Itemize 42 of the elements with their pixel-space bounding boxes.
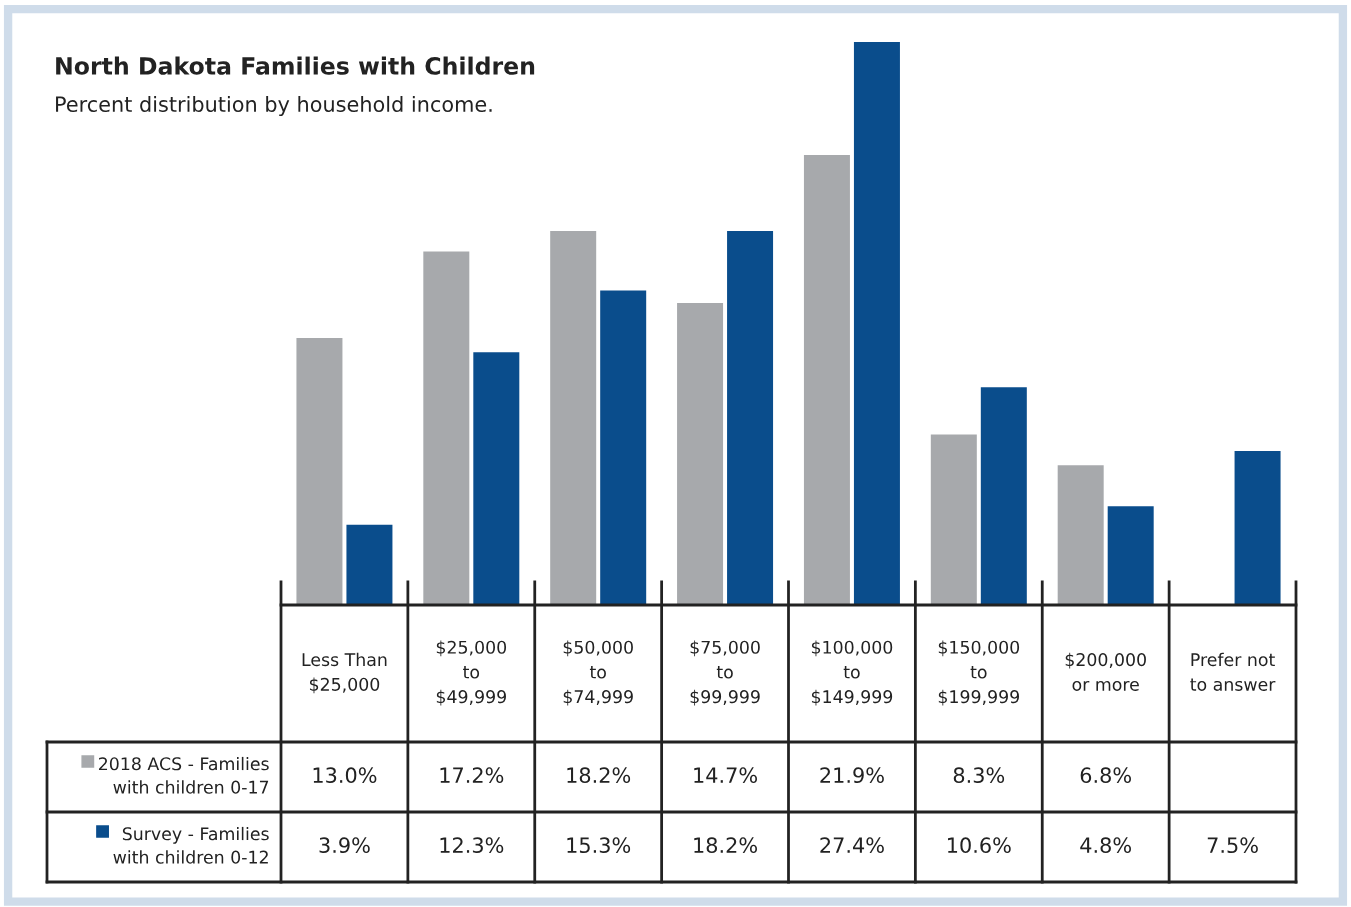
x-tick-label: $150,000 to $199,999 [938,640,1020,706]
bar [930,434,977,605]
bar [1107,506,1154,605]
data-label: 10.6% [948,837,1011,854]
data-label: 21.9% [820,767,884,784]
data-label: 18.2% [567,767,631,784]
bar [677,302,724,605]
x-tick-label: $100,000 to $149,999 [811,640,893,706]
bar [727,231,774,605]
data-label: 6.8% [1080,767,1131,784]
data-label: 8.3% [953,767,1005,784]
bar [600,290,647,605]
legend-label: 2018 ACS - Families with children 0-17 [98,756,269,794]
data-label: 7.5% [1207,837,1258,854]
legend-label: Survey - Families with children 0-12 [113,826,269,864]
x-tick-label: Prefer not to answer [1190,652,1276,691]
data-label: 27.4% [820,837,884,854]
bar [980,387,1027,605]
bar [853,42,900,605]
x-tick-label: Less Than $25,000 [302,652,387,694]
bar [473,352,520,605]
bar [296,337,343,605]
data-label: 18.2% [694,837,757,854]
bar [1057,465,1104,605]
bar [346,524,393,605]
data-label: 3.9% [319,837,370,854]
bar [803,155,850,605]
data-label: 14.7% [694,767,757,784]
bar [1234,450,1281,605]
x-tick-label: $75,000 to $99,999 [690,640,760,706]
text: Percent distribution by household income. [56,95,492,117]
data-label: 17.2% [440,767,504,784]
data-label: 15.3% [567,837,631,854]
data-label: 13.0% [313,767,377,784]
data-label: 4.8% [1080,837,1131,854]
x-tick-label: $50,000 to $74,999 [563,640,633,706]
bar [423,251,470,605]
x-tick-label: $200,000 or more [1065,652,1146,691]
data-label: 12.3% [440,837,504,854]
bar [550,231,597,605]
text: North Dakota Families with Children [56,56,535,75]
x-tick-label: $25,000 to $49,999 [436,640,507,706]
